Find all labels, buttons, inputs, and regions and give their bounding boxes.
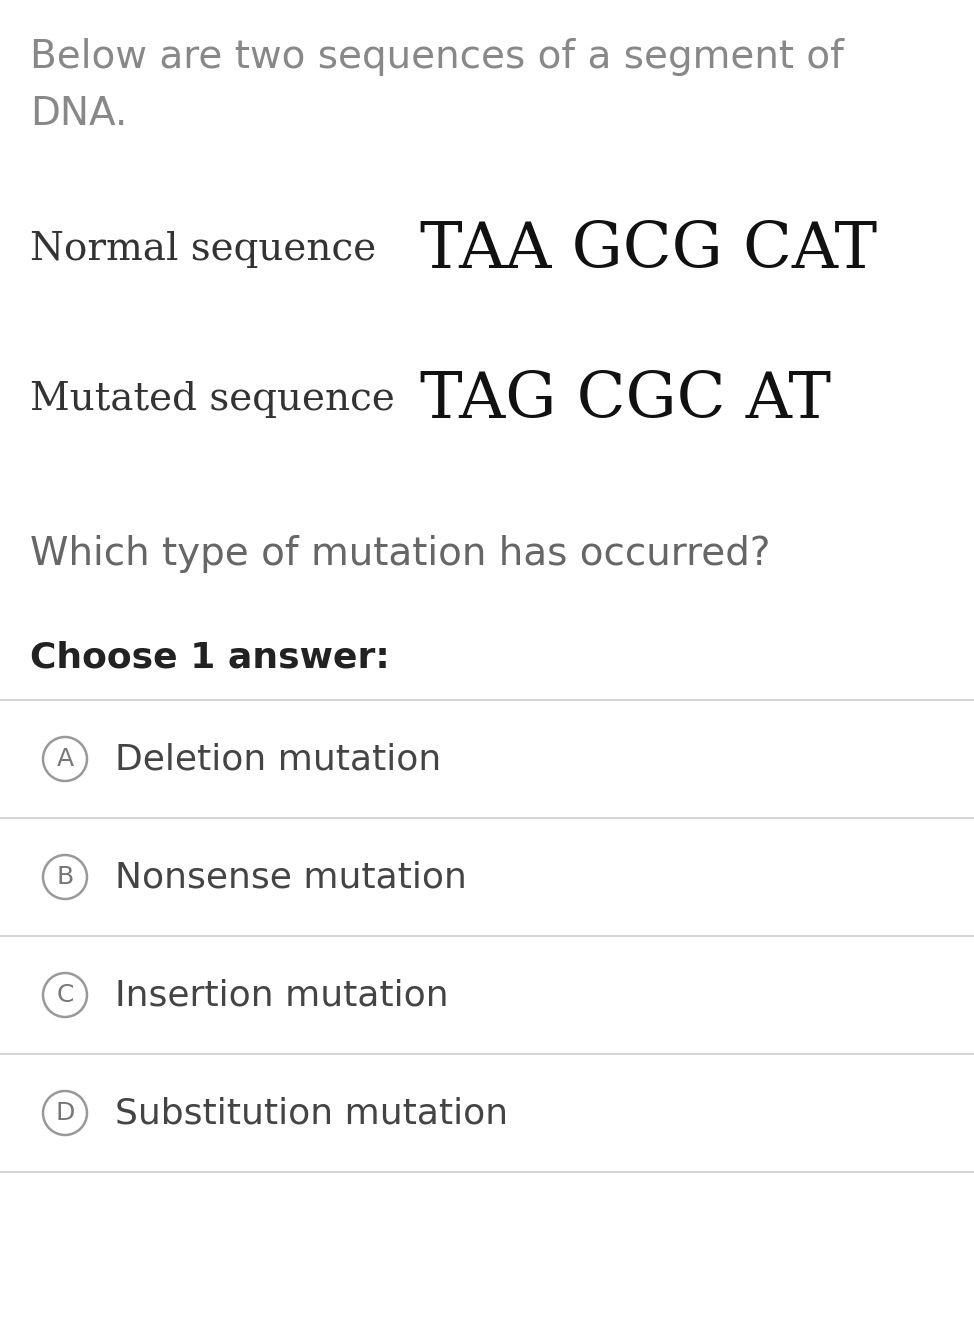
Text: Below are two sequences of a segment of: Below are two sequences of a segment of <box>30 38 843 76</box>
Text: Normal sequence: Normal sequence <box>30 232 376 269</box>
Text: Insertion mutation: Insertion mutation <box>115 978 449 1012</box>
Text: Choose 1 answer:: Choose 1 answer: <box>30 641 390 673</box>
Text: DNA.: DNA. <box>30 95 128 133</box>
Text: Nonsense mutation: Nonsense mutation <box>115 861 467 894</box>
Text: A: A <box>56 747 74 771</box>
Text: TAA GCG CAT: TAA GCG CAT <box>420 220 878 281</box>
Text: D: D <box>56 1101 75 1126</box>
Text: Deletion mutation: Deletion mutation <box>115 742 441 776</box>
Text: TAG CGC AT: TAG CGC AT <box>420 369 831 431</box>
Text: Which type of mutation has occurred?: Which type of mutation has occurred? <box>30 535 770 573</box>
Text: B: B <box>56 865 74 890</box>
Text: Substitution mutation: Substitution mutation <box>115 1097 508 1130</box>
Text: C: C <box>56 983 74 1007</box>
Text: Mutated sequence: Mutated sequence <box>30 381 394 419</box>
